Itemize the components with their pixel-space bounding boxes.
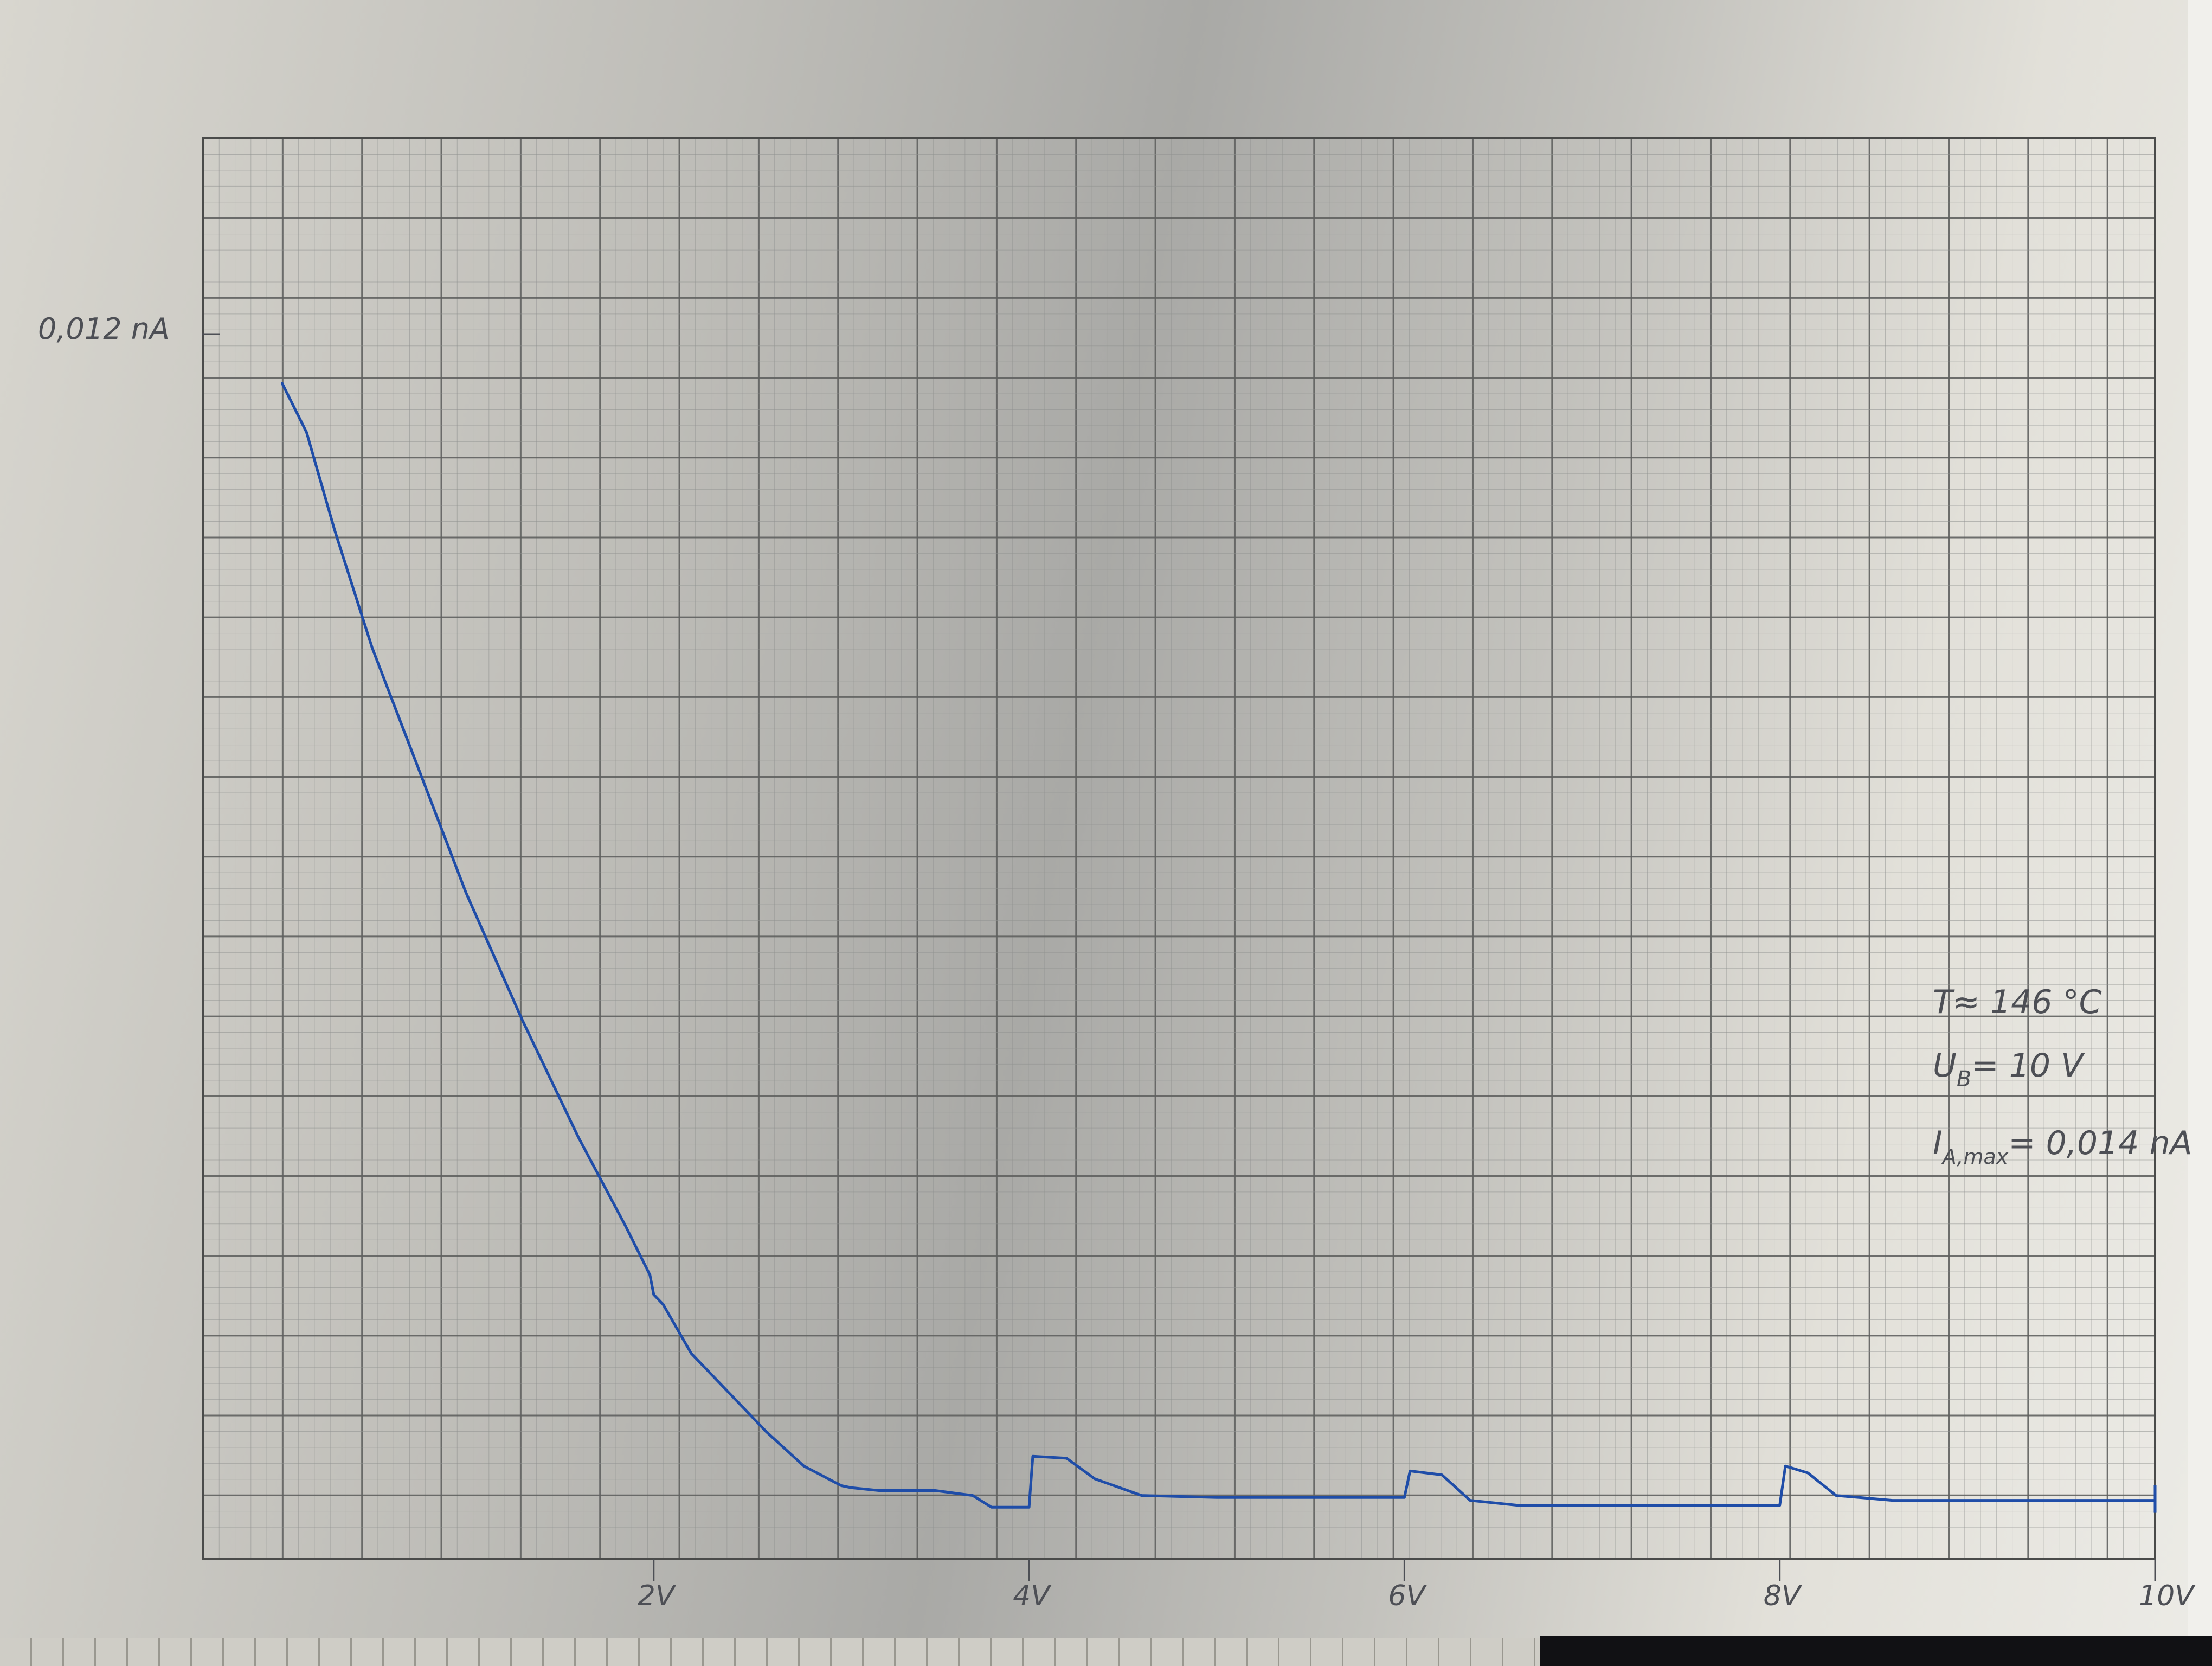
grid-lines [202, 137, 2156, 1560]
x-tick-marks [653, 1559, 2156, 1581]
series-line-0 [280, 382, 2157, 1509]
annotation-voltage: UB= 10 V [1933, 1047, 2085, 1092]
y-tick-label-0012: 0,012 nA [38, 312, 170, 346]
annotation-current-symbol: I [1933, 1124, 1943, 1162]
paper-edge [2188, 0, 2212, 1636]
annotation-voltage-subscript: B [1957, 1067, 1971, 1092]
annotation-current: IA,max= 0,014 nA [1933, 1124, 2192, 1169]
annotation-current-value: = 0,014 nA [2008, 1124, 2192, 1162]
plot-frame [202, 137, 2156, 1560]
tick-labels: 2V 4V 6V 8V 10V [638, 1580, 2196, 1612]
annotation-box: T≈ 146 °C UB= 10 V IA,max= 0,014 nA [1933, 983, 2192, 1169]
annotation-current-subscript: A,max [1941, 1145, 2009, 1169]
annotation-temperature: T≈ 146 °C [1933, 983, 2102, 1021]
annotation-voltage-value: = 10 V [1971, 1047, 2085, 1085]
x-tick-label-4: 4V [1013, 1580, 1052, 1612]
x-tick-label-6: 6V [1388, 1580, 1427, 1612]
x-tick-label-10: 10V [2139, 1580, 2196, 1612]
x-tick-label-8: 8V [1764, 1580, 1803, 1612]
annotation-voltage-symbol: U [1933, 1047, 1957, 1085]
plot-border [202, 137, 2156, 1560]
dark-background [1540, 1636, 2212, 1666]
series-layer [280, 382, 2157, 1513]
x-tick-label-2: 2V [638, 1580, 677, 1612]
